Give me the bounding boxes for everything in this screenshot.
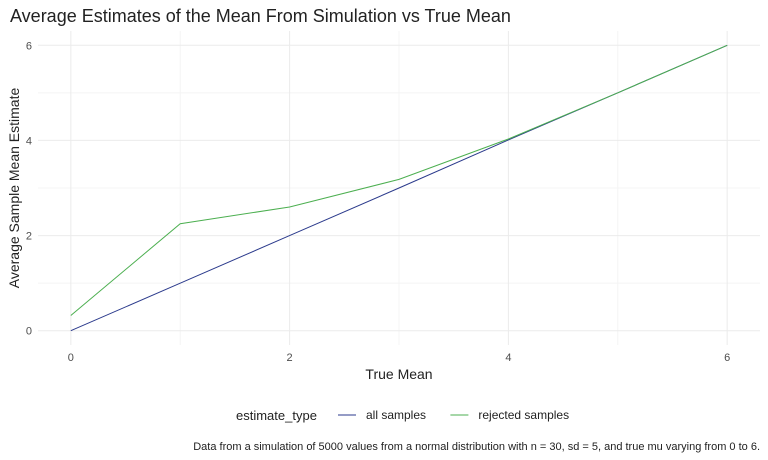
y-tick-label: 6 xyxy=(26,40,32,52)
series-line-rejected-samples xyxy=(70,44,728,316)
y-axis-ticks: 0 2 4 6 xyxy=(26,40,32,337)
series-layer xyxy=(70,44,728,332)
y-tick-label: 4 xyxy=(26,135,32,147)
chart-title: Average Estimates of the Mean From Simul… xyxy=(10,6,511,26)
y-axis-title: Average Sample Mean Estimate xyxy=(6,88,22,289)
chart-caption: Data from a simulation of 5000 values fr… xyxy=(193,441,760,453)
legend-title: estimate_type xyxy=(236,408,317,423)
y-tick-label: 0 xyxy=(26,326,32,338)
x-axis-ticks: 0 2 4 6 xyxy=(68,352,730,364)
plot-grid xyxy=(38,31,760,345)
x-tick-label: 0 xyxy=(68,352,74,364)
legend: estimate_type all samples rejected sample… xyxy=(236,408,569,423)
x-axis-title: True Mean xyxy=(365,366,432,382)
legend-label-rejected-samples: rejected samples xyxy=(478,408,569,422)
legend-label-all-samples: all samples xyxy=(366,408,426,422)
x-tick-label: 4 xyxy=(505,352,511,364)
legend-items: all samples rejected samples xyxy=(338,408,569,422)
x-tick-label: 6 xyxy=(724,352,730,364)
x-tick-label: 2 xyxy=(287,352,293,364)
y-tick-label: 2 xyxy=(26,231,32,243)
